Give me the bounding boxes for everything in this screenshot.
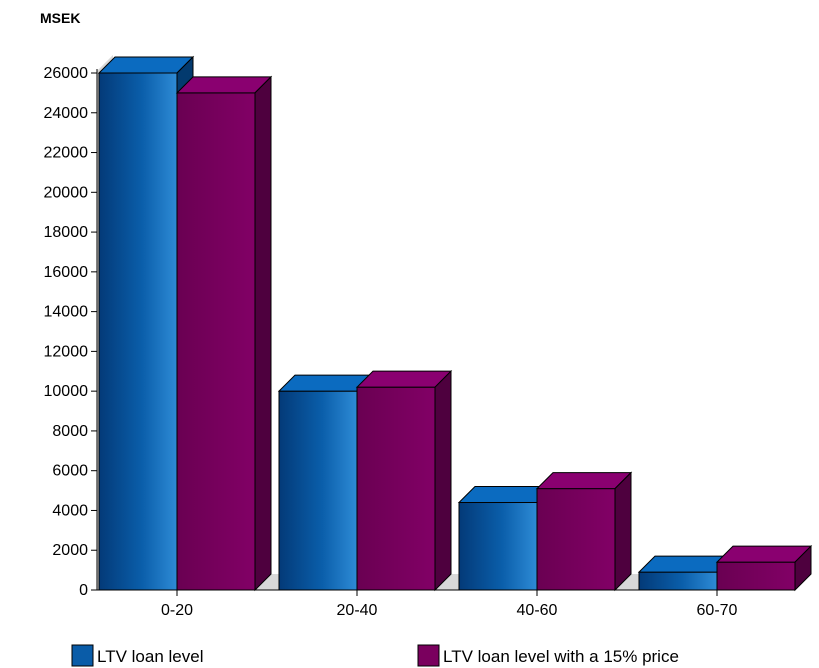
bars <box>97 55 813 592</box>
bar <box>715 544 813 592</box>
y-tick-label: 14000 <box>44 304 89 321</box>
y-tick-label: 12000 <box>44 343 89 360</box>
bar <box>535 471 633 592</box>
y-tick-label: 18000 <box>44 224 89 241</box>
y-axis-unit-label: MSEK <box>40 10 80 26</box>
legend-swatch-ltv-loan-level <box>71 644 94 667</box>
bar-front <box>716 561 796 591</box>
x-tick-label: 0-20 <box>161 602 193 619</box>
bar <box>175 75 273 592</box>
x-tick-label: 20-40 <box>337 602 378 619</box>
y-tick-label: 16000 <box>44 264 89 281</box>
y-tick-label: 6000 <box>52 463 88 480</box>
y-tick-label: 10000 <box>44 383 89 400</box>
x-tick-label: 40-60 <box>517 602 558 619</box>
bar-front <box>176 92 256 591</box>
y-tick-label: 26000 <box>44 65 89 82</box>
bar-side <box>254 75 272 592</box>
y-tick-label: 20000 <box>44 184 89 201</box>
legend-swatch-ltv-loan-level-15-price <box>417 644 440 667</box>
bar-front <box>638 571 718 591</box>
y-axis: 0 2000 4000 6000 8000 10000 12000 14000 16000 180… <box>44 65 98 599</box>
y-tick-label: 22000 <box>44 145 89 162</box>
x-tick-label: 60-70 <box>697 602 738 619</box>
bar-front <box>98 72 178 591</box>
bar-front <box>536 488 616 591</box>
bar-front <box>278 390 358 591</box>
bar <box>355 369 453 592</box>
y-tick-label: 0 <box>79 582 88 599</box>
x-axis: 0-20 20-40 40-60 60-70 <box>97 589 789 619</box>
y-tick-label: 4000 <box>52 502 88 519</box>
y-tick-label: 2000 <box>52 542 88 559</box>
y-tick-label: 24000 <box>44 105 89 122</box>
bar-side <box>614 471 632 592</box>
chart-floor <box>97 574 805 590</box>
bar-side <box>434 369 452 592</box>
bar-front <box>356 386 436 591</box>
bar-side <box>794 544 812 592</box>
legend-label-ltv-loan-level: LTV loan level <box>97 647 203 666</box>
legend: LTV loan level LTV loan level with a 15%… <box>71 644 679 667</box>
bar-front <box>458 502 538 591</box>
legend-label-ltv-loan-level-15-price: LTV loan level with a 15% price <box>443 647 679 666</box>
y-tick-label: 8000 <box>52 423 88 440</box>
